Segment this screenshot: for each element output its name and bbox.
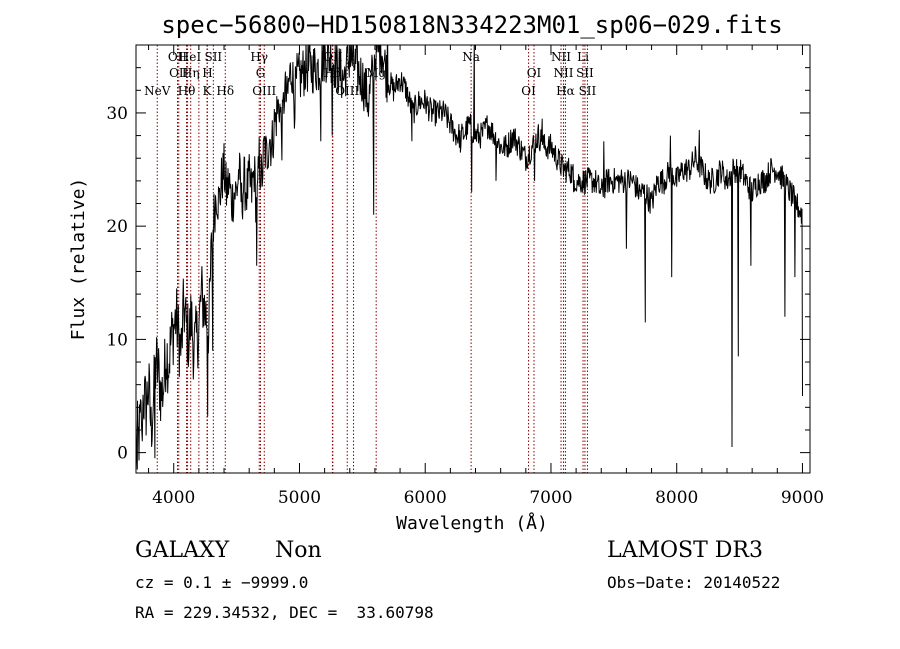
x-axis-label: Wavelength (Å)	[396, 512, 548, 534]
y-tick-label: 20	[106, 217, 128, 237]
emission-line-markers	[156, 45, 588, 473]
line-marker-label: Hθ	[178, 84, 196, 98]
line-marker-label: OI	[521, 84, 536, 98]
line-marker-label: NII	[551, 50, 571, 64]
line-marker-label: Hδ	[216, 84, 234, 98]
line-marker-label: OI	[527, 66, 542, 80]
line-marker-label: NeV	[144, 84, 171, 98]
chart-title: spec−56800−HD150818N334223M01_sp06−029.f…	[161, 11, 782, 39]
line-marker-label: OII	[169, 66, 189, 80]
x-tick-label: 5000	[278, 488, 321, 508]
line-marker-label: Na	[462, 50, 480, 64]
y-tick-label: 0	[117, 444, 128, 464]
x-tick-label: 6000	[404, 488, 447, 508]
survey-label: LAMOST DR3	[607, 538, 763, 563]
line-marker-label: SII	[576, 66, 594, 80]
line-marker-label: Hβ	[324, 66, 341, 80]
x-tick-label: 8000	[655, 488, 698, 508]
axis-ticks	[136, 44, 810, 473]
line-marker-label: He	[179, 50, 197, 64]
line-marker-label: Mg	[366, 66, 386, 80]
y-axis-label: Flux (relative)	[68, 178, 89, 341]
line-marker-label: Li	[577, 50, 589, 64]
line-marker-label: Hα	[556, 84, 575, 98]
line-marker-label: I	[196, 50, 201, 64]
line-marker-label: SII	[204, 50, 222, 64]
object-class-label: GALAXY	[135, 538, 230, 563]
line-marker-label: Hγ	[250, 50, 268, 64]
line-marker-label: OIII	[335, 84, 359, 98]
axis-tick-labels: 4000 5000 6000 7000 8000 9000 0 10 20 30	[106, 104, 824, 508]
x-tick-label: 4000	[152, 488, 195, 508]
x-tick-label: 7000	[529, 488, 572, 508]
object-subclass-label: Non	[275, 538, 322, 563]
spectrum-series	[136, 45, 803, 470]
line-marker-label: Hη	[182, 66, 200, 80]
line-marker-label: SII	[579, 84, 597, 98]
spectrum-line	[136, 45, 803, 470]
line-marker-label: H	[202, 66, 212, 80]
y-tick-label: 10	[106, 330, 128, 350]
line-marker-label: K	[203, 84, 213, 98]
line-marker-label: OII	[168, 50, 188, 64]
coordinates-text: RA = 229.34532, DEC = 33.60798	[135, 603, 434, 622]
obs-date-text: Obs−Date: 20140522	[607, 573, 781, 592]
line-marker-label: G	[256, 66, 266, 80]
plot-frame	[135, 44, 811, 474]
line-marker-labels: NeV OII OII Hθ He Hη I KH SII Hδ Hγ G OIII OII Hβ OIII M…	[144, 50, 596, 98]
redshift-text: cz = 0.1 ± −9999.0	[135, 573, 309, 592]
line-marker-label: OII	[323, 50, 343, 64]
line-marker-label: OIII	[252, 84, 276, 98]
x-tick-label: 9000	[781, 488, 824, 508]
line-marker-label: NII	[554, 66, 574, 80]
y-tick-label: 30	[106, 104, 128, 124]
